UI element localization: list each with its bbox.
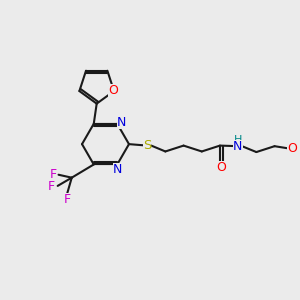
Text: F: F bbox=[48, 180, 56, 193]
Text: S: S bbox=[143, 139, 152, 152]
Text: N: N bbox=[112, 163, 122, 176]
Text: O: O bbox=[287, 142, 297, 155]
Text: F: F bbox=[64, 193, 71, 206]
Text: N: N bbox=[233, 140, 243, 153]
Text: F: F bbox=[50, 168, 57, 181]
Text: H: H bbox=[234, 135, 242, 145]
Text: N: N bbox=[117, 116, 126, 129]
Text: O: O bbox=[109, 84, 118, 97]
Text: O: O bbox=[217, 161, 226, 174]
